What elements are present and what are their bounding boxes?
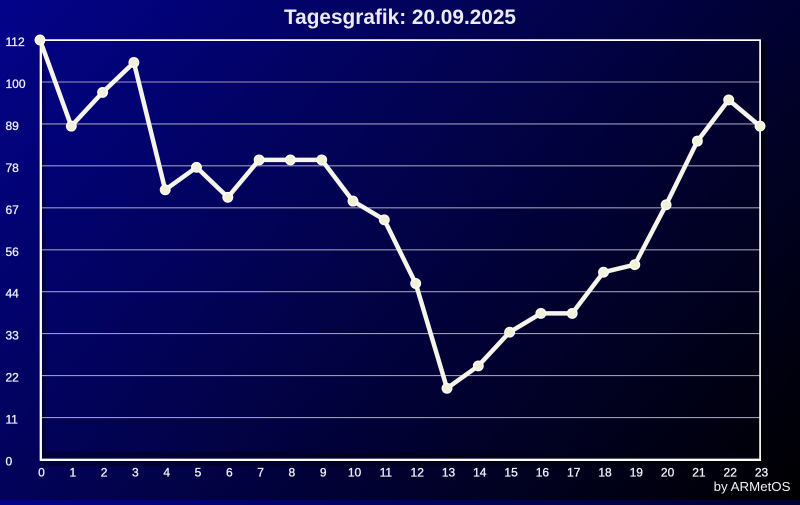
svg-text:Tagesgrafik: 20.09.2025: Tagesgrafik: 20.09.2025 bbox=[284, 6, 516, 29]
svg-text:78: 78 bbox=[6, 161, 20, 175]
svg-text:56: 56 bbox=[6, 245, 20, 259]
svg-text:by ARMetOS: by ARMetOS bbox=[714, 479, 791, 494]
svg-text:112: 112 bbox=[6, 35, 25, 49]
svg-text:2: 2 bbox=[101, 466, 108, 480]
svg-text:4: 4 bbox=[163, 466, 170, 480]
svg-text:5: 5 bbox=[195, 466, 202, 480]
svg-text:10: 10 bbox=[348, 466, 362, 480]
svg-text:67: 67 bbox=[6, 203, 20, 217]
svg-text:1: 1 bbox=[69, 466, 76, 480]
svg-text:33: 33 bbox=[6, 329, 20, 343]
svg-text:13: 13 bbox=[442, 466, 456, 480]
svg-text:89: 89 bbox=[6, 119, 20, 133]
svg-text:21: 21 bbox=[692, 466, 706, 480]
svg-text:17: 17 bbox=[567, 466, 581, 480]
svg-text:16: 16 bbox=[536, 466, 550, 480]
svg-text:22: 22 bbox=[6, 371, 20, 385]
svg-text:19: 19 bbox=[630, 466, 644, 480]
svg-text:44: 44 bbox=[6, 287, 20, 301]
svg-text:0: 0 bbox=[38, 466, 45, 480]
svg-text:15: 15 bbox=[504, 466, 518, 480]
svg-text:6: 6 bbox=[226, 466, 233, 480]
svg-text:11: 11 bbox=[380, 466, 393, 480]
svg-text:23: 23 bbox=[755, 466, 769, 480]
svg-text:8: 8 bbox=[289, 466, 296, 480]
svg-text:0: 0 bbox=[6, 455, 13, 469]
svg-text:18: 18 bbox=[598, 466, 612, 480]
svg-text:22: 22 bbox=[724, 466, 738, 480]
svg-text:11: 11 bbox=[6, 413, 19, 427]
svg-text:3: 3 bbox=[132, 466, 139, 480]
svg-text:7: 7 bbox=[257, 466, 264, 480]
svg-text:14: 14 bbox=[473, 466, 487, 480]
svg-text:100: 100 bbox=[6, 77, 26, 91]
svg-text:20: 20 bbox=[661, 466, 675, 480]
svg-text:9: 9 bbox=[320, 466, 327, 480]
svg-text:12: 12 bbox=[411, 466, 425, 480]
